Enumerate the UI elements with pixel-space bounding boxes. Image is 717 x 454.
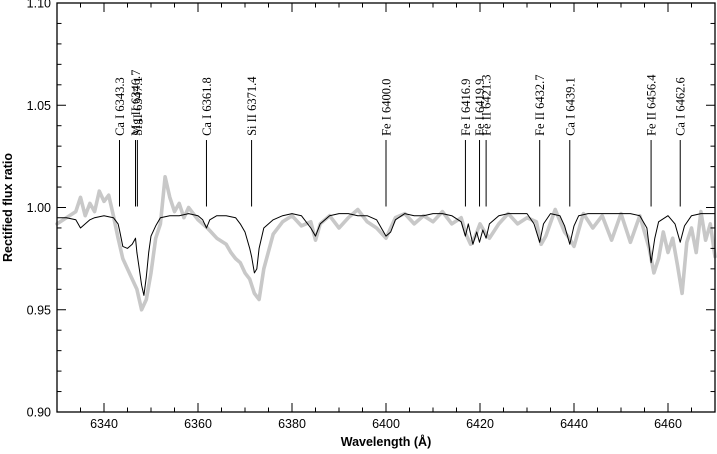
model-spectrum-line	[57, 213, 715, 296]
line-label: Ca I 6439.1	[563, 77, 577, 136]
line-label: Fe I 6419.9	[473, 79, 487, 136]
line-label: Ca I 6361.8	[200, 77, 214, 136]
x-tick-label: 6400	[372, 417, 400, 431]
line-label: Ca I 6462.6	[674, 77, 688, 136]
y-tick-label: 0.90	[27, 406, 51, 420]
y-tick-label: 1.10	[27, 0, 51, 11]
line-label: Fe II 6421.3	[480, 74, 494, 135]
y-tick-label: 1.00	[27, 201, 51, 215]
x-tick-label: 6440	[560, 417, 588, 431]
line-label: Fe II 6456.4	[645, 74, 659, 136]
line-marker-layer: Ca I 6343.3 Mg II 6346.7Si II 6347.1 Ca I …	[113, 70, 688, 207]
line-label: Fe II 6432.7	[533, 74, 547, 135]
x-tick-label: 6360	[184, 417, 212, 431]
line-label: Si II 6371.4	[245, 76, 259, 136]
observed-spectrum-line	[55, 175, 717, 312]
x-tick-label: 6340	[90, 417, 118, 431]
line-label: Ca I 6343.3	[113, 77, 127, 136]
x-tick-label: 6380	[278, 417, 306, 431]
x-tick-label: 6420	[466, 417, 494, 431]
y-tick-label: 1.05	[27, 99, 51, 113]
y-axis-label: Rectified flux ratio	[1, 153, 15, 262]
x-axis-label: Wavelength (Å)	[341, 434, 432, 449]
plot-frame	[56, 2, 716, 413]
line-label: Fe I 6416.9	[459, 79, 473, 136]
x-tick-label: 6460	[654, 417, 682, 431]
line-label: Mg II 6346.7	[129, 70, 143, 136]
line-label: Si II 6347.1	[131, 77, 145, 136]
y-tick-label: 0.95	[27, 303, 51, 317]
line-label: Fe I 6400.0	[380, 79, 394, 136]
series-layer	[55, 175, 717, 312]
